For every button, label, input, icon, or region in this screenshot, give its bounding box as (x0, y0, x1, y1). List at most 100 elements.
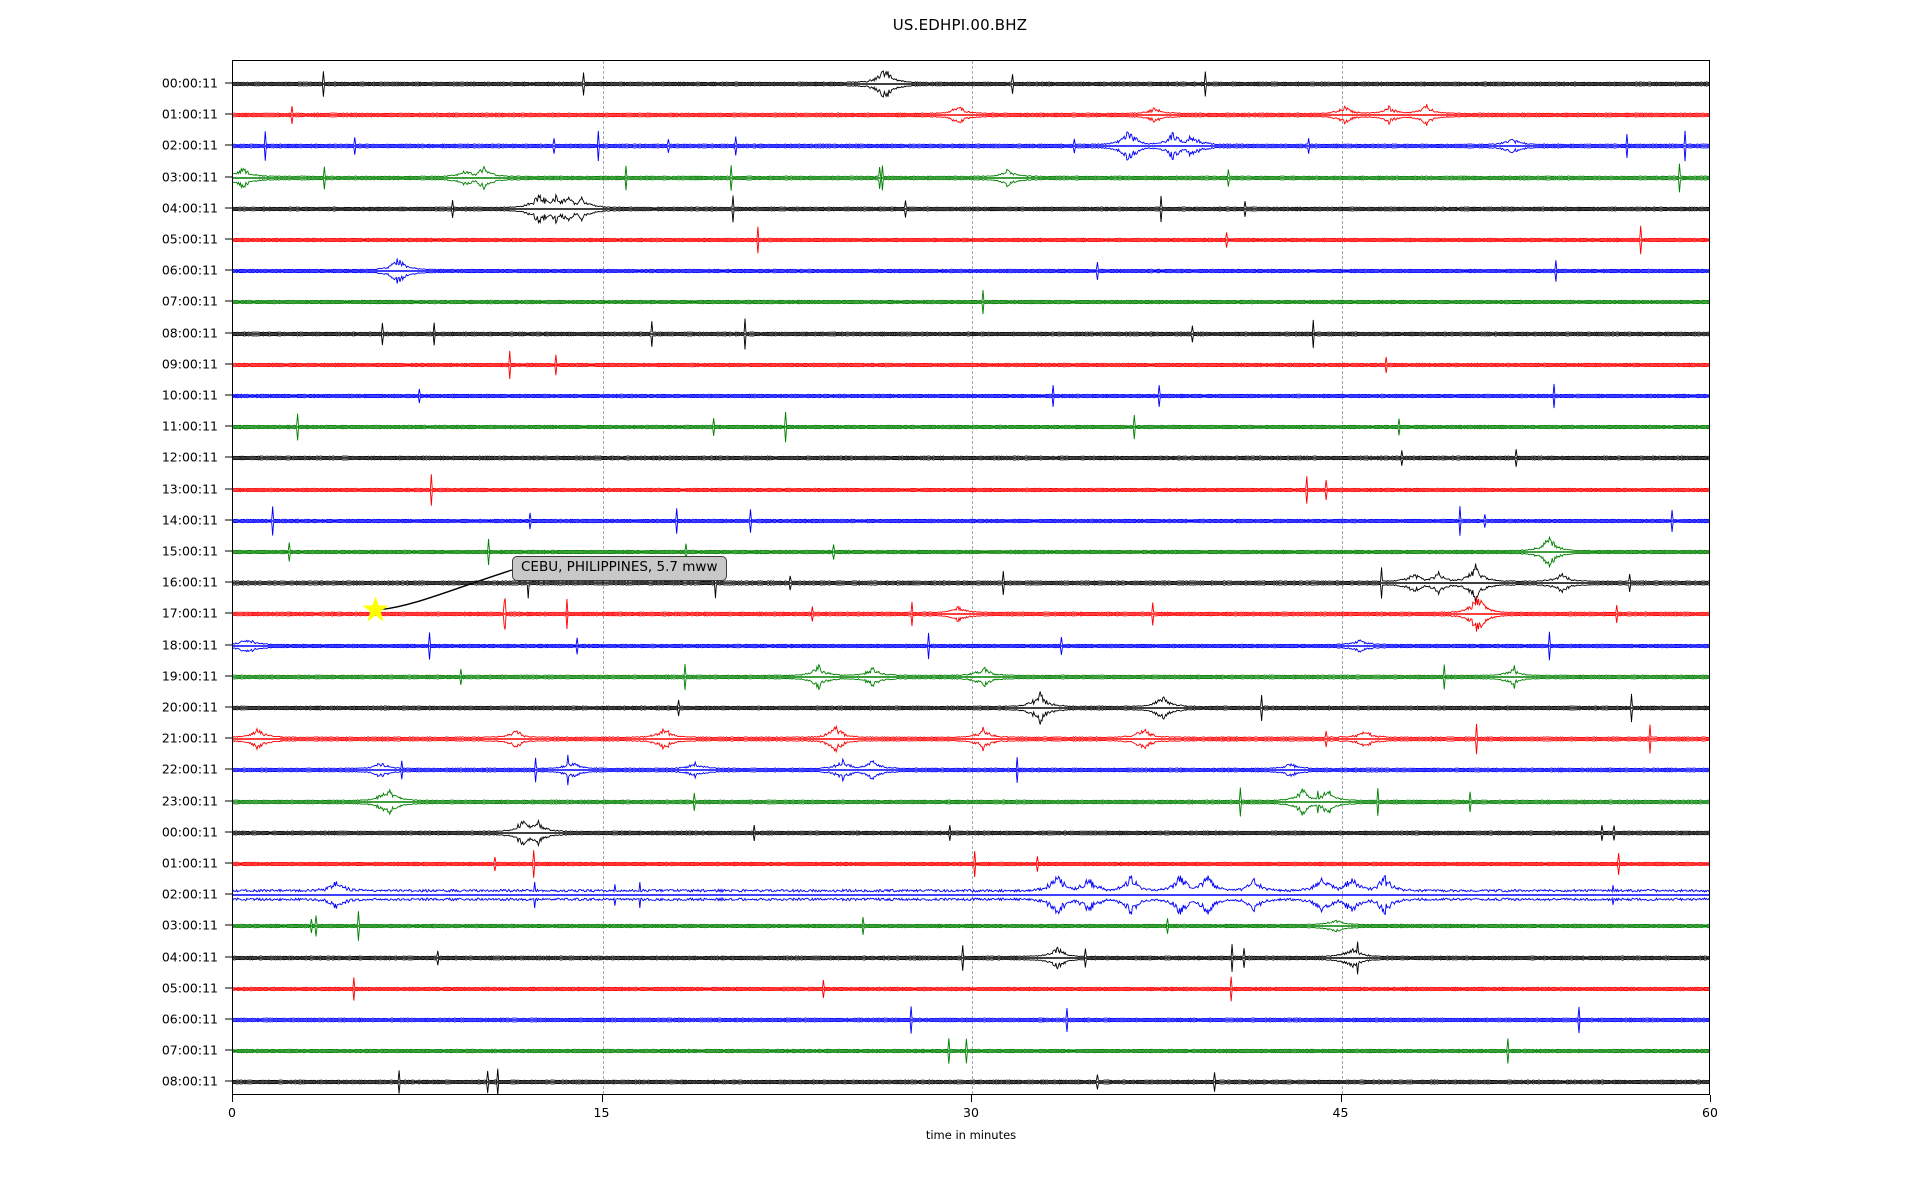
x-axis-tick-mark (232, 1095, 233, 1102)
seismic-trace (233, 563, 1709, 603)
y-axis-tick-label: 01:00:11 (161, 106, 218, 122)
y-axis-tick-mark (225, 1080, 233, 1082)
y-axis-tick-mark (225, 893, 233, 895)
y-axis-tick-mark (225, 644, 233, 646)
plot-area (232, 60, 1710, 1095)
y-axis-tick-mark (225, 612, 233, 614)
y-axis-tick-label: 06:00:11 (161, 262, 218, 278)
seismic-trace (233, 844, 1709, 884)
event-annotation-label[interactable]: CEBU, PHILIPPINES, 5.7 mww (512, 556, 727, 581)
y-axis-tick-mark (225, 488, 233, 490)
seismic-trace (233, 470, 1709, 510)
y-axis-tick-label: 08:00:11 (161, 325, 218, 341)
seismic-trace (233, 906, 1709, 946)
y-axis-tick-label: 08:00:11 (161, 1073, 218, 1089)
seismic-trace (233, 95, 1709, 135)
y-axis-tick-label: 02:00:11 (161, 137, 218, 153)
seismic-trace (233, 1062, 1709, 1094)
y-axis-tick-label: 07:00:11 (161, 1042, 218, 1058)
seismic-trace (233, 438, 1709, 478)
seismic-trace (233, 688, 1709, 728)
y-axis-tick-mark (225, 519, 233, 521)
y-axis-tick-mark (225, 269, 233, 271)
x-axis-tick-label: 60 (1702, 1105, 1718, 1120)
seismic-trace (233, 719, 1709, 759)
seismic-trace (233, 64, 1709, 104)
y-axis-tick-label: 02:00:11 (161, 886, 218, 902)
seismic-trace (233, 750, 1709, 790)
seismic-trace (233, 126, 1709, 166)
seismic-trace (233, 594, 1709, 634)
y-axis-tick-mark (225, 581, 233, 583)
y-axis-tick-label: 12:00:11 (161, 449, 218, 465)
y-axis-tick-label: 10:00:11 (161, 387, 218, 403)
x-axis-tick-mark (601, 1095, 603, 1102)
x-axis-tick-label: 30 (963, 1105, 979, 1120)
y-axis-tick-label: 04:00:11 (161, 949, 218, 965)
y-axis-tick-label: 17:00:11 (161, 605, 218, 621)
y-axis-tick-mark (225, 207, 233, 209)
seismic-trace (233, 657, 1709, 697)
y-axis-tick-mark (225, 800, 233, 802)
y-axis-tick-label: 14:00:11 (161, 512, 218, 528)
y-axis-tick-mark (225, 831, 233, 833)
y-axis-tick-label: 03:00:11 (161, 169, 218, 185)
y-axis-tick-mark (225, 332, 233, 334)
seismic-trace (233, 875, 1709, 916)
seismic-trace (233, 314, 1709, 354)
seismic-trace (233, 220, 1709, 260)
y-axis-tick-label: 07:00:11 (161, 293, 218, 309)
seismic-trace (233, 813, 1709, 853)
y-axis-tick-label: 05:00:11 (161, 980, 218, 996)
y-axis-tick-label: 06:00:11 (161, 1011, 218, 1027)
seismic-trace (233, 532, 1709, 572)
gridline-x-30 (972, 61, 973, 1094)
y-axis-tick-label: 21:00:11 (161, 730, 218, 746)
y-axis-tick-mark (225, 987, 233, 989)
y-axis-tick-mark (225, 113, 233, 115)
y-axis-tick-mark (225, 862, 233, 864)
y-axis-tick-label: 00:00:11 (161, 75, 218, 91)
y-axis-tick-mark (225, 238, 233, 240)
seismic-trace (233, 407, 1709, 447)
y-axis-tick-label: 13:00:11 (161, 481, 218, 497)
y-axis-tick-label: 01:00:11 (161, 855, 218, 871)
y-axis-tick-label: 16:00:11 (161, 574, 218, 590)
y-axis-tick-label: 23:00:11 (161, 793, 218, 809)
y-axis-tick-label: 20:00:11 (161, 699, 218, 715)
x-axis-tick-mark (971, 1095, 972, 1102)
seismic-trace (233, 345, 1709, 385)
seismic-trace (233, 969, 1709, 1009)
seismic-trace (233, 282, 1709, 322)
seismic-trace (233, 158, 1709, 198)
y-axis-tick-label: 04:00:11 (161, 200, 218, 216)
y-axis-tick-mark (225, 394, 233, 396)
y-axis-tick-mark (225, 1049, 233, 1051)
seismic-trace (233, 782, 1709, 822)
seismic-trace (233, 189, 1709, 229)
y-axis-tick-mark (225, 300, 233, 302)
y-axis-tick-label: 18:00:11 (161, 637, 218, 653)
y-axis-tick-label: 00:00:11 (161, 824, 218, 840)
seismic-trace (233, 1031, 1709, 1071)
y-axis-tick-label: 05:00:11 (161, 231, 218, 247)
seismic-trace (233, 938, 1709, 978)
y-axis-tick-label: 03:00:11 (161, 917, 218, 933)
x-axis-tick-label: 45 (1332, 1105, 1349, 1120)
x-axis-tick-mark (1710, 1095, 1711, 1102)
y-axis-tick-mark (225, 425, 233, 427)
y-axis-tick-mark (225, 82, 233, 84)
y-axis-tick-mark (225, 706, 233, 708)
y-axis-tick-mark (225, 1018, 233, 1020)
seismic-trace (233, 251, 1709, 291)
x-axis-tick-label: 0 (228, 1105, 236, 1120)
y-axis-tick-label: 22:00:11 (161, 761, 218, 777)
page-title: US.EDHPI.00.BHZ (892, 16, 1028, 34)
seismic-trace (233, 501, 1709, 541)
y-axis-tick-mark (225, 363, 233, 365)
y-axis-tick-label: 11:00:11 (161, 418, 218, 434)
x-axis-tick-label: 15 (593, 1105, 610, 1120)
gridline-x-45 (1341, 61, 1343, 1094)
seismic-trace (233, 626, 1709, 666)
